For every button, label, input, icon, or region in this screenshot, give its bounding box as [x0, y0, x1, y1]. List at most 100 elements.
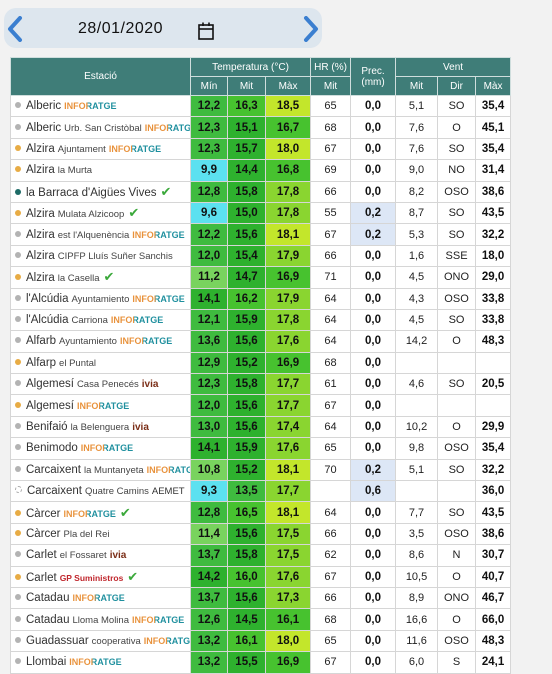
- station-cell[interactable]: l'Alcúdia Carriona INFORATGE: [10, 308, 191, 332]
- wind-gust-cell: 33,8: [475, 308, 512, 332]
- status-dot: [15, 251, 21, 258]
- station-cell[interactable]: Alfarb Ayuntamiento INFORATGE: [10, 330, 191, 353]
- wind-dir-cell: SO: [437, 94, 477, 118]
- sub-header[interactable]: Màx: [264, 76, 312, 96]
- station-cell[interactable]: l'Alcúdia Ayuntamiento INFORATGE: [10, 287, 191, 310]
- station-row[interactable]: Algemesí INFORATGE 12,0 15,6 17,7 67 0,0: [10, 394, 512, 417]
- station-row[interactable]: Benifaió la Belenguera ivia 13,0 15,6 17,4 64 0…: [10, 415, 512, 439]
- station-cell[interactable]: Carlet GP Suministros ✔: [10, 565, 191, 588]
- temperature-cell: 15,5: [227, 651, 266, 674]
- station-row[interactable]: Benimodo INFORATGE 14,1 15,9 17,6 65 0,0 9,8 OSO…: [10, 437, 512, 460]
- station-row[interactable]: Algemesí Casa Penecés ivia 12,3 15,8 17,7 61 0,…: [10, 373, 512, 396]
- temperature-cell: 15,8: [227, 373, 266, 396]
- station-cell[interactable]: Càrcer INFORATGE ✔: [10, 501, 191, 524]
- wind-dir-cell: SO: [437, 223, 477, 246]
- temperature-cell: 17,8: [264, 308, 312, 332]
- station-row[interactable]: la Barraca d'Aigües Vives ✔ 12,8 15,8 17,8 66…: [10, 180, 512, 203]
- station-row[interactable]: Catadau INFORATGE 13,7 15,6 17,3 66 0,0 8,9 ONO 4…: [10, 586, 512, 610]
- status-dot: [15, 615, 21, 622]
- station-cell[interactable]: Benimodo INFORATGE: [10, 437, 191, 460]
- humidity-cell: 64: [310, 287, 352, 310]
- station-cell[interactable]: GuadassuarcooperativaINFORATGE: [10, 629, 191, 653]
- station-row[interactable]: Carlet el Fossaret ivia 13,7 15,8 17,5 62 0,0 8,…: [10, 544, 512, 567]
- station-row[interactable]: Càrcer INFORATGE ✔ 12,8 16,5 18,1 64 0,0 7,7 SO 43…: [10, 501, 512, 524]
- station-cell[interactable]: Alberic INFORATGE: [10, 94, 191, 118]
- temperature-cell: 12,3: [190, 373, 228, 396]
- station-cell[interactable]: Alzira Ajuntament INFORATGE: [10, 137, 191, 161]
- prev-day-button[interactable]: [6, 16, 24, 42]
- station-row[interactable]: Alzira Mulata Alzicoop ✔ 9,6 15,0 17,8 55 0,2 8,…: [10, 201, 512, 225]
- station-row[interactable]: Alfarb Ayuntamiento INFORATGE 13,6 15,6 17,6 6…: [10, 330, 512, 353]
- station-cell[interactable]: la Barraca d'Aigües Vives ✔: [10, 180, 191, 203]
- station-name: Alzira: [26, 164, 55, 177]
- date-value[interactable]: 28/01/2020: [78, 20, 164, 37]
- station-cell[interactable]: Càrcer Pla del Rei: [10, 522, 191, 546]
- sub-header[interactable]: Màx: [475, 76, 512, 96]
- status-dot: [15, 551, 21, 558]
- station-row[interactable]: l'Alcúdia Carriona INFORATGE 12,1 15,9 17,8 64…: [10, 308, 512, 332]
- sub-header[interactable]: Mit: [395, 76, 439, 96]
- wind-dir-cell: O: [437, 608, 477, 631]
- humidity-cell: 68: [310, 351, 352, 375]
- station-header[interactable]: Estació: [10, 57, 191, 96]
- station-cell[interactable]: Llombai INFORATGE: [10, 651, 191, 674]
- temperature-cell: 15,2: [227, 458, 266, 482]
- station-cell[interactable]: Alzira la Casella ✔: [10, 266, 191, 289]
- wind-cell: 10,2: [395, 415, 439, 439]
- humidity-header: HR (%): [310, 57, 352, 77]
- station-row[interactable]: Alzira Ajuntament INFORATGE 12,3 15,7 18,0 67 0…: [10, 137, 512, 161]
- station-row[interactable]: Alzira CIPFP Lluís Suñer Sanchis 12,0 15,4 1…: [10, 244, 512, 268]
- next-day-button[interactable]: [302, 16, 320, 42]
- sub-header[interactable]: Mit: [227, 76, 266, 96]
- station-cell[interactable]: Alzira la Murta: [10, 159, 191, 182]
- precipitation-cell: 0,0: [350, 94, 397, 118]
- station-row[interactable]: Alfarp el Puntal 12,9 15,2 16,9 68 0,0: [10, 351, 512, 375]
- station-row[interactable]: Alzira la Murta 9,9 14,4 16,8 69 0,0 9,0 NO 31,4: [10, 159, 512, 182]
- humidity-cell: 66: [310, 244, 352, 268]
- station-cell[interactable]: Alzira est l'Alquenència INFORATGE: [10, 223, 191, 246]
- station-cell[interactable]: Catadau INFORATGE: [10, 586, 191, 610]
- humidity-cell: 68: [310, 608, 352, 631]
- temperature-cell: 13,6: [190, 330, 228, 353]
- station-row[interactable]: Llombai INFORATGE 13,2 15,5 16,9 67 0,0 6,0 S 24,…: [10, 651, 512, 674]
- wind-gust-cell: 31,4: [475, 159, 512, 182]
- station-row[interactable]: l'Alcúdia Ayuntamiento INFORATGE 14,1 16,2 17…: [10, 287, 512, 310]
- station-row[interactable]: Carcaixent Quatre Camins AEMET 9,3 13,5 17,7 0…: [10, 480, 512, 503]
- wind-gust-cell: 43,5: [475, 501, 512, 524]
- station-row[interactable]: Alberic INFORATGE 12,2 16,3 18,5 65 0,0 5,1 SO 35…: [10, 94, 512, 118]
- sub-header[interactable]: Mit: [310, 76, 352, 96]
- station-cell[interactable]: Algemesí INFORATGE: [10, 394, 191, 417]
- station-cell[interactable]: Alzira Mulata Alzicoop ✔: [10, 201, 191, 225]
- sub-header[interactable]: Mín: [190, 76, 228, 96]
- station-row[interactable]: Alzira la Casella ✔ 11,2 14,7 16,9 71 0,0 4,5 ONO…: [10, 266, 512, 289]
- station-cell[interactable]: Carcaixent Quatre Camins AEMET: [10, 480, 191, 503]
- calendar-icon[interactable]: [198, 22, 214, 40]
- station-cell[interactable]: Algemesí Casa Penecés ivia: [10, 373, 191, 396]
- wind-cell: 1,6: [395, 244, 439, 268]
- station-row[interactable]: GuadassuarcooperativaINFORATGE13,216,118…: [10, 629, 512, 653]
- station-cell[interactable]: Carlet el Fossaret ivia: [10, 544, 191, 567]
- precipitation-cell: 0,0: [350, 394, 397, 417]
- temperature-cell: 12,6: [190, 608, 228, 631]
- temperature-cell: 15,0: [227, 201, 266, 225]
- wind-dir-cell: ONO: [437, 586, 477, 610]
- wind-dir-cell: SO: [437, 137, 477, 161]
- station-row[interactable]: Alzira est l'Alquenència INFORATGE 12,2 15,6…: [10, 223, 512, 246]
- wind-cell: 8,6: [395, 544, 439, 567]
- sub-header[interactable]: Dir: [437, 76, 477, 96]
- station-row[interactable]: Catadau Lloma Molina INFORATGE 12,6 14,5 16,1…: [10, 608, 512, 631]
- wind-gust-cell: 32,2: [475, 458, 512, 482]
- wind-dir-cell: N: [437, 544, 477, 567]
- date-picker[interactable]: [4, 8, 322, 48]
- station-row[interactable]: Carlet GP Suministros ✔ 14,2 16,0 17,6 67 0,0 10…: [10, 565, 512, 588]
- station-cell[interactable]: Benifaió la Belenguera ivia: [10, 415, 191, 439]
- station-cell[interactable]: Catadau Lloma Molina INFORATGE: [10, 608, 191, 631]
- wind-gust-cell: 36,0: [475, 480, 512, 503]
- station-cell[interactable]: Alzira CIPFP Lluís Suñer Sanchis: [10, 244, 191, 268]
- station-cell[interactable]: Alfarp el Puntal: [10, 351, 191, 375]
- station-row[interactable]: Càrcer Pla del Rei 11,4 15,6 17,5 66 0,0 3,5 OSO…: [10, 522, 512, 546]
